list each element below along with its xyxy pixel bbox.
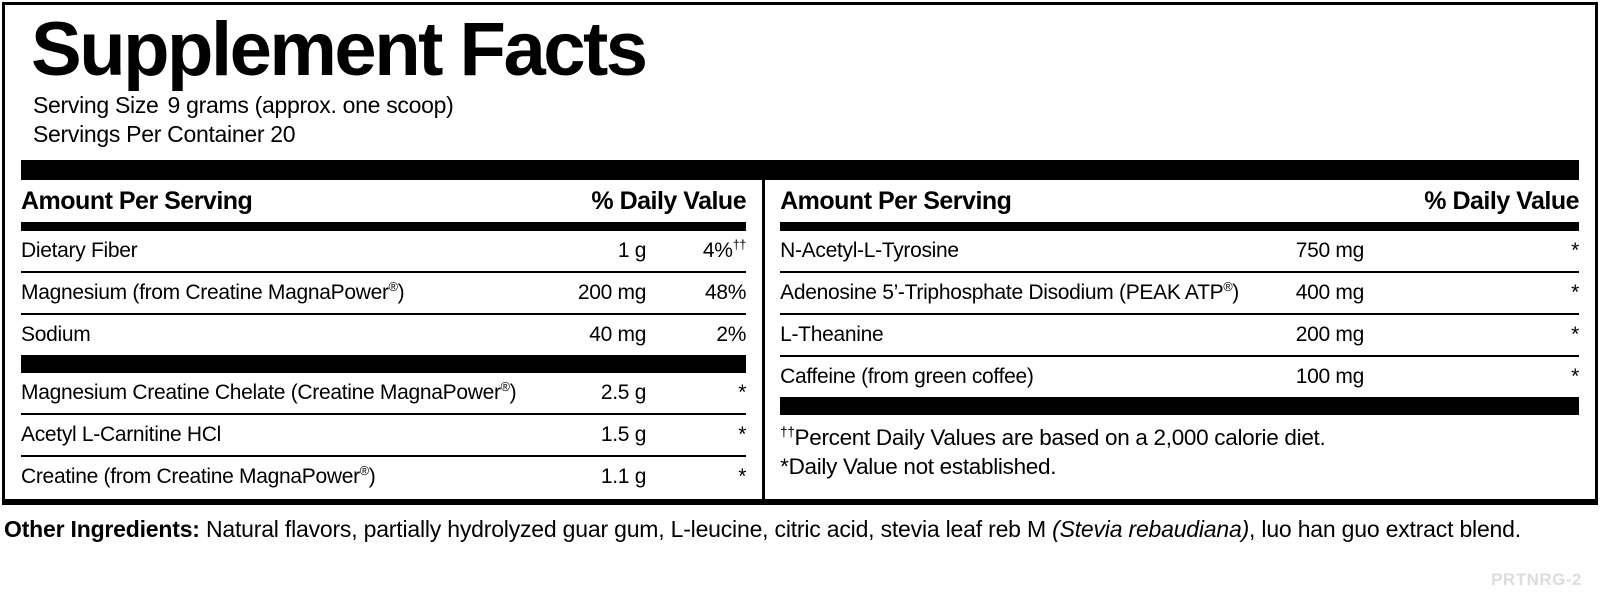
amount-per-serving-header: Amount Per Serving [21, 186, 253, 215]
separator-bar [780, 397, 1579, 415]
fact-row: Acetyl L-Carnitine HCl 1.5 g * [21, 415, 746, 457]
other-ingredients-italic: (Stevia rebaudiana) [1052, 516, 1250, 542]
ingredient-name: Sodium [21, 323, 91, 346]
daily-value-header: % Daily Value [591, 186, 747, 215]
ingredient-name: Magnesium Creatine Chelate (Creatine Mag… [21, 380, 517, 404]
ingredient-daily-value: * [1571, 281, 1579, 304]
ingredient-daily-value: * [1571, 365, 1579, 388]
page-title: Supplement Facts [31, 7, 648, 92]
ingredient-amount: 40 mg [589, 323, 647, 346]
ingredient-amount: 2.5 g [600, 381, 647, 404]
ingredient-daily-value: * [738, 465, 747, 488]
ingredient-name: Creatine (from Creatine MagnaPower®) [21, 464, 376, 488]
fact-row: Dietary Fiber 1 g 4%†† [21, 231, 746, 273]
header-rule [21, 222, 747, 231]
facts-columns: Amount Per Serving % Daily Value Dietary… [21, 180, 1579, 499]
ingredient-amount: 750 mg [1295, 239, 1365, 262]
serving-size-line: Serving Size 9 grams (approx. one scoop) [33, 91, 1579, 120]
other-ingredients-label: Other Ingredients: [4, 516, 200, 542]
column-header: Amount Per Serving % Daily Value [21, 180, 747, 222]
product-code: PRTNRG-2 [1491, 570, 1582, 589]
ingredient-daily-value: * [1571, 239, 1579, 262]
ingredient-daily-value: 4%†† [702, 238, 747, 262]
amount-per-serving-header: Amount Per Serving [780, 186, 1012, 215]
ingredient-amount: 100 mg [1295, 365, 1365, 388]
fact-row: Magnesium (from Creatine MagnaPower®) 20… [21, 273, 746, 315]
ingredient-amount: 200 mg [1295, 323, 1365, 346]
supplement-facts-panel: Supplement Facts Serving Size 9 grams (ap… [2, 2, 1598, 505]
servings-per-container-line: Servings Per Container 20 [33, 121, 296, 147]
column-header: Amount Per Serving % Daily Value [780, 180, 1579, 222]
serving-size-value: 9 grams (approx. one scoop) [167, 92, 454, 118]
fact-row: Creatine (from Creatine MagnaPower®) 1.1… [21, 457, 746, 497]
ingredient-amount: 1.1 g [600, 465, 647, 488]
facts-column-left: Amount Per Serving % Daily Value Dietary… [21, 180, 766, 499]
other-ingredients-line: Other Ingredients: Natural flavors, part… [4, 514, 1596, 544]
ingredient-name: Magnesium (from Creatine MagnaPower®) [21, 280, 405, 304]
daily-value-header: % Daily Value [1424, 186, 1579, 215]
ingredient-name: Dietary Fiber [21, 239, 138, 262]
separator-bar-top [21, 160, 1579, 180]
ingredient-amount: 1 g [617, 239, 647, 262]
fact-row: L-Theanine 200 mg * [780, 315, 1579, 357]
not-established-footnote: *Daily Value not established. [780, 454, 1057, 479]
ingredient-daily-value: * [1571, 323, 1579, 346]
ingredient-name: N-Acetyl-L-Tyrosine [780, 239, 959, 262]
ingredient-daily-value: 48% [704, 281, 747, 304]
header-rule [780, 222, 1579, 231]
fact-row: Caffeine (from green coffee) 100 mg * [780, 357, 1579, 397]
ingredient-name: Acetyl L-Carnitine HCl [21, 423, 221, 446]
daily-value-footnote: ††Percent Daily Values are based on a 2,… [780, 424, 1326, 450]
ingredient-amount: 400 mg [1295, 281, 1365, 304]
ingredient-amount: 200 mg [577, 281, 647, 304]
fact-row: Adenosine 5’-Triphosphate Disodium (PEAK… [780, 273, 1579, 315]
footnotes: ††Percent Daily Values are based on a 2,… [780, 415, 1579, 481]
separator-bar [21, 355, 747, 373]
other-ingredients-text: Natural flavors, partially hydrolyzed gu… [199, 516, 1053, 542]
ingredient-name: L-Theanine [780, 323, 884, 346]
ingredient-daily-value: 2% [716, 323, 747, 346]
fact-row: Magnesium Creatine Chelate (Creatine Mag… [21, 373, 746, 415]
serving-size-label: Serving Size [33, 92, 159, 118]
ingredient-amount: 1.5 g [600, 423, 647, 446]
ingredient-daily-value: * [738, 423, 747, 446]
facts-column-right: Amount Per Serving % Daily Value N-Acety… [765, 180, 1579, 499]
ingredient-name: Caffeine (from green coffee) [780, 365, 1034, 388]
ingredient-daily-value: * [738, 381, 747, 404]
fact-row: N-Acetyl-L-Tyrosine 750 mg * [780, 231, 1579, 273]
fact-row: Sodium 40 mg 2% [21, 315, 746, 355]
ingredient-name: Adenosine 5’-Triphosphate Disodium (PEAK… [780, 280, 1239, 304]
other-ingredients-text-end: , luo han guo extract blend. [1249, 516, 1521, 542]
